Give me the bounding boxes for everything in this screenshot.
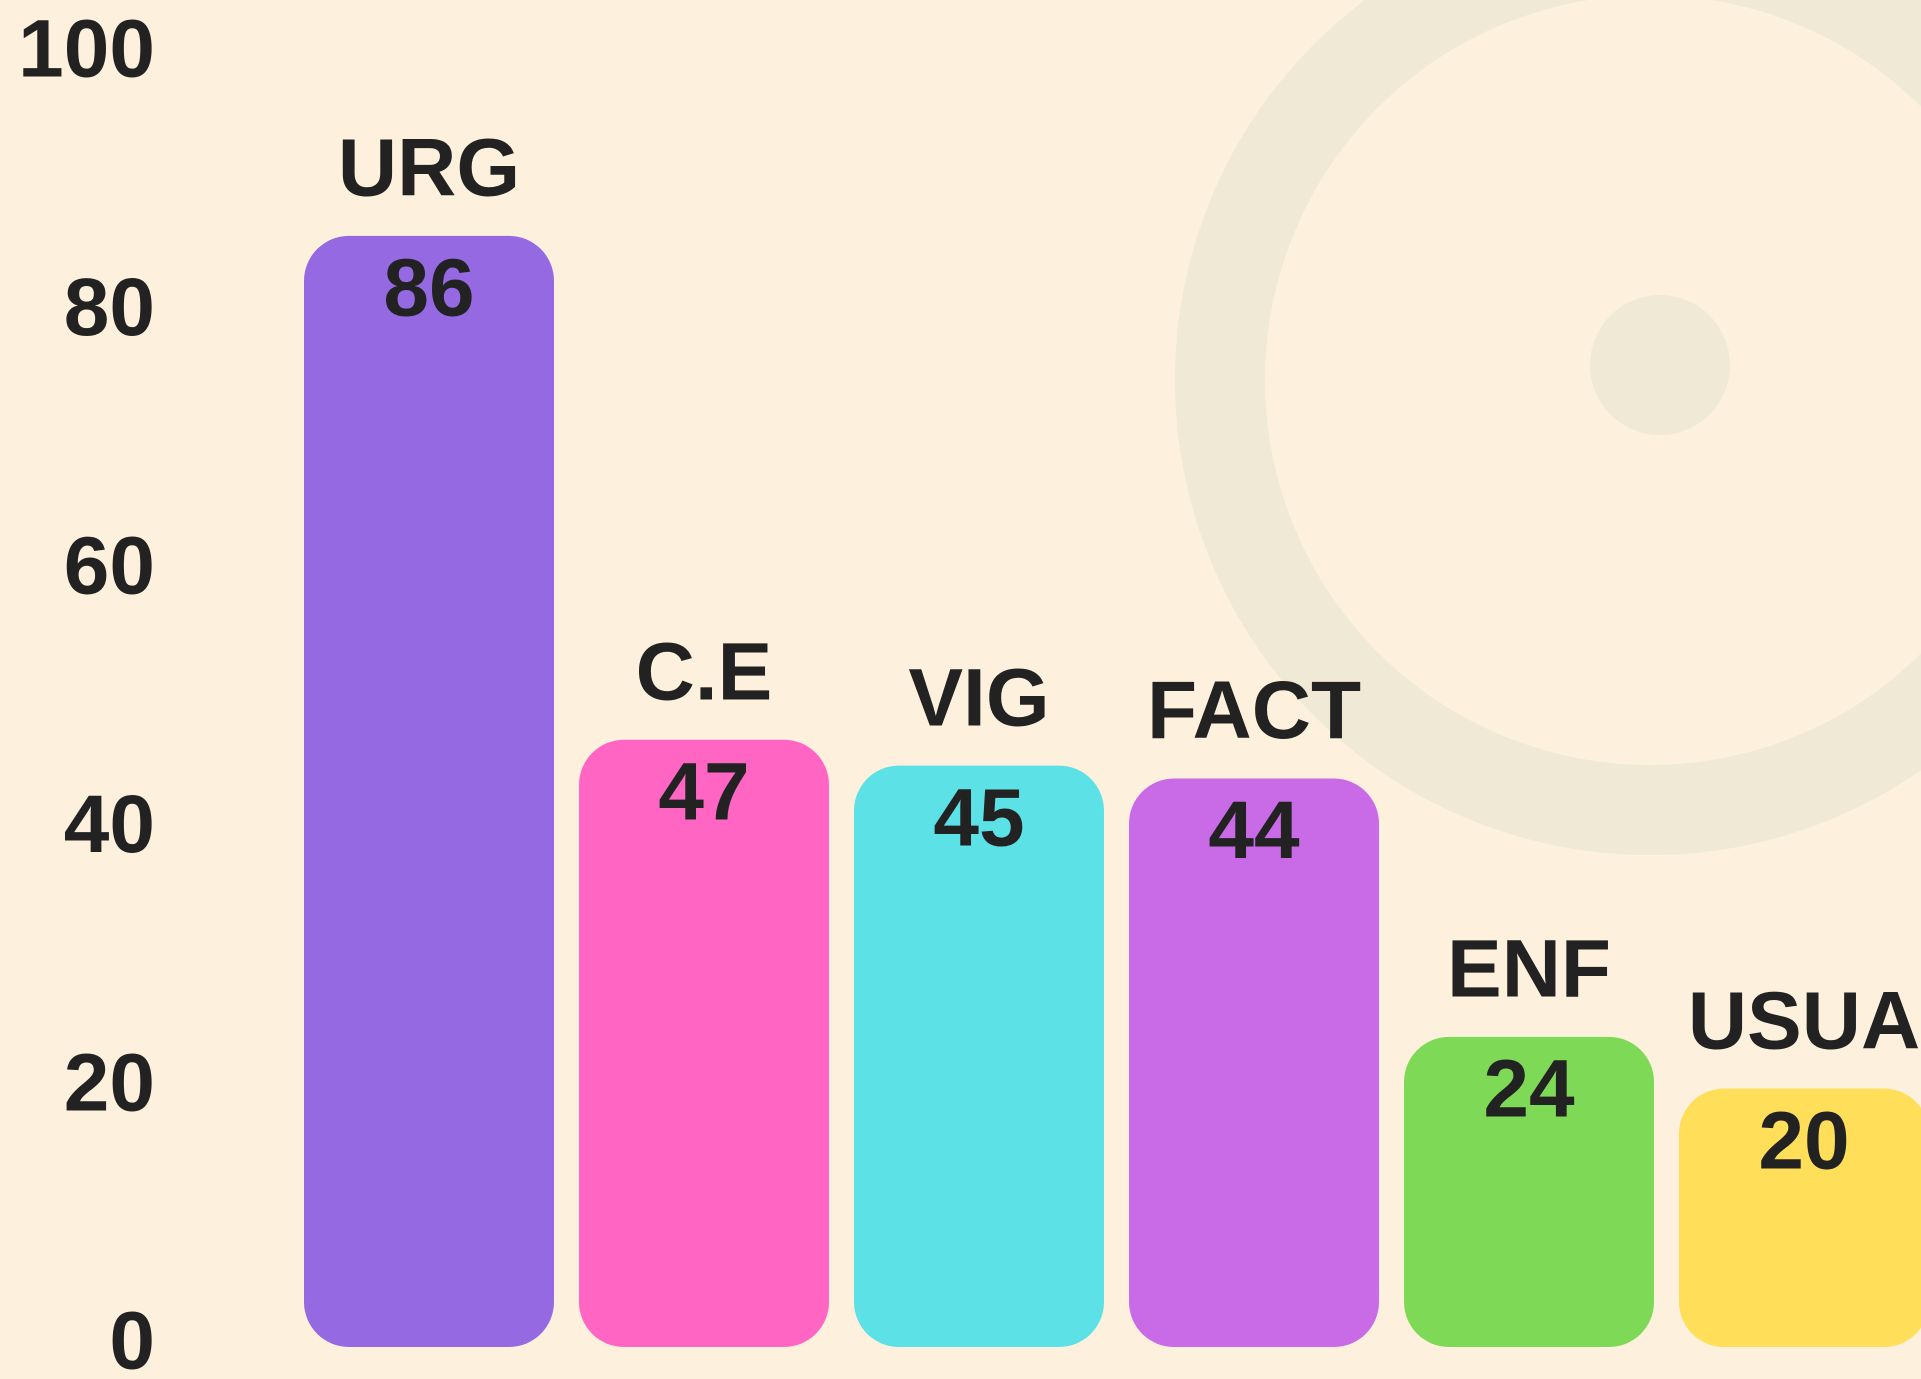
y-tick-label: 40 <box>64 779 155 870</box>
bar <box>1404 1036 1654 1347</box>
category-label: ENF <box>1447 924 1611 1015</box>
y-tick-label: 60 <box>64 520 155 611</box>
category-label: VIG <box>908 652 1049 743</box>
bar-value-label: 20 <box>1758 1095 1849 1186</box>
y-tick-label: 20 <box>64 1037 155 1128</box>
watermark <box>1175 0 1921 855</box>
bar <box>304 235 554 1347</box>
category-label: USUA <box>1688 975 1920 1066</box>
y-tick-label: 100 <box>18 4 155 95</box>
category-label: C.E <box>636 626 773 717</box>
bar <box>579 739 829 1347</box>
watermark <box>1590 295 1730 435</box>
bar <box>1129 778 1379 1347</box>
category-label: FACT <box>1147 665 1361 756</box>
bar-value-label: 47 <box>658 746 749 837</box>
bar-value-label: 44 <box>1208 785 1300 876</box>
bar-value-label: 45 <box>933 772 1024 863</box>
y-tick-label: 0 <box>109 1296 155 1379</box>
y-tick-label: 80 <box>64 262 155 353</box>
bar-value-label: 86 <box>383 243 474 334</box>
bar <box>1679 1088 1921 1347</box>
bar-value-label: 24 <box>1483 1044 1575 1135</box>
category-label: URG <box>338 123 520 214</box>
bar <box>854 765 1104 1347</box>
